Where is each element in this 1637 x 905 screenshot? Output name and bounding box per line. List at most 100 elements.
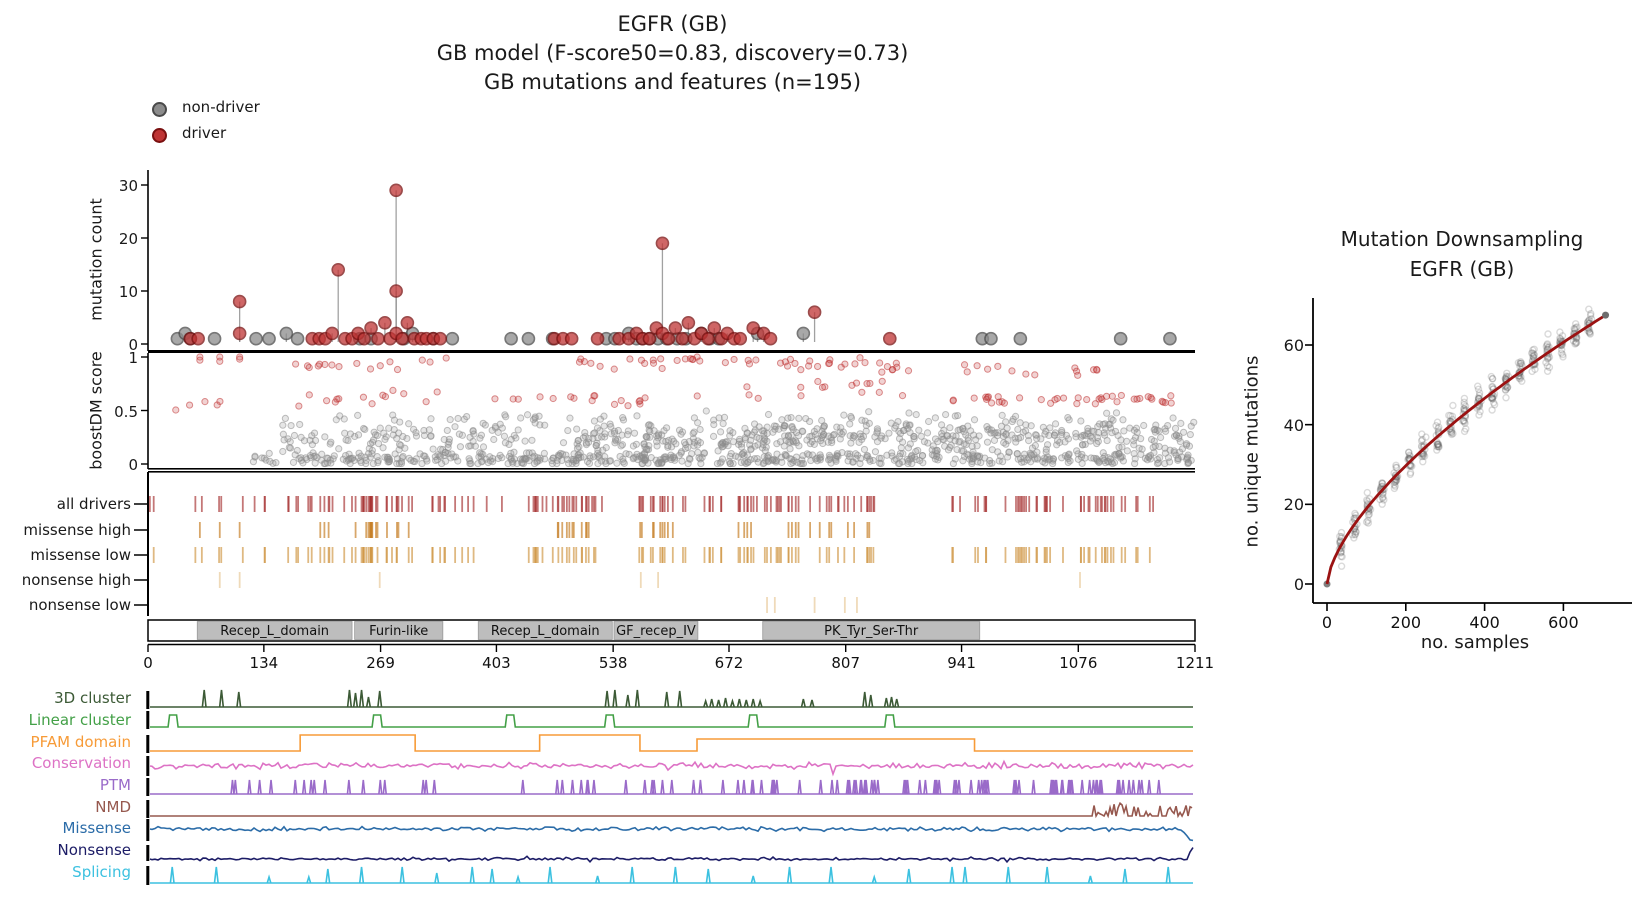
ds-sample-dot <box>1433 440 1442 448</box>
boostdm-point-nondriver <box>1017 433 1025 442</box>
track-spike <box>570 779 575 795</box>
ds-sample-dot <box>1556 340 1565 348</box>
boostdm-point-nondriver <box>321 433 329 441</box>
boostdm-point-driver <box>856 354 864 362</box>
boostdm-point-nondriver <box>297 433 305 441</box>
boostdm-point-nondriver <box>895 459 904 468</box>
needle-dot-driver <box>590 331 605 346</box>
boostdm-point-driver <box>617 396 625 405</box>
ds-sample-dot <box>1530 345 1538 353</box>
boostdm-panel <box>141 353 1198 473</box>
boostdm-point-nondriver <box>1014 425 1022 434</box>
boostdm-point-nondriver <box>456 443 465 451</box>
x-tick-label: 134 <box>250 654 279 672</box>
boostdm-point-nondriver <box>517 414 525 422</box>
boostdm-point-nondriver <box>602 444 610 452</box>
boostdm-point-driver <box>987 399 996 407</box>
track-label-missense: Missense <box>62 819 131 837</box>
ds-sample-dot <box>1446 427 1455 436</box>
boostdm-point-driver <box>730 355 738 364</box>
boostdm-point-nondriver <box>1027 422 1035 430</box>
ds-sample-dot <box>1366 505 1375 514</box>
track-spike <box>705 868 711 884</box>
ds-sample-dot <box>1460 417 1468 425</box>
ds-sample-dot <box>1516 375 1524 383</box>
boostdm-point-nondriver <box>968 442 976 450</box>
boostdm-point-nondriver <box>249 458 258 466</box>
boostdm-point-driver <box>1073 400 1081 408</box>
boostdm-point-nondriver <box>828 436 836 444</box>
boostdm-point-nondriver <box>1112 409 1121 417</box>
track-spike <box>903 779 909 795</box>
boostdm-point-nondriver <box>488 426 496 434</box>
ds-ytick-0: 0 <box>1293 575 1304 594</box>
ds-sample-dot <box>1460 398 1468 406</box>
track-spike <box>612 689 618 708</box>
boostdm-point-nondriver <box>454 414 462 423</box>
track-label-linear-cluster: Linear cluster <box>28 711 131 729</box>
ds-sample-dot <box>1557 346 1566 354</box>
boostdm-point-nondriver <box>528 436 536 444</box>
track-spike <box>1016 779 1022 795</box>
boostdm-point-nondriver <box>933 446 941 455</box>
ds-sample-dot <box>1587 315 1596 323</box>
boostdm-point-nondriver <box>617 442 625 450</box>
boostdm-point-driver <box>797 383 805 391</box>
boostdm-point-driver <box>783 362 792 370</box>
boostdm-point-nondriver <box>389 431 397 439</box>
boostdm-point-nondriver <box>1031 455 1039 463</box>
ds-sample-dot <box>1433 438 1441 446</box>
boostdm-point-nondriver <box>795 414 803 422</box>
ds-sample-dot <box>1572 334 1581 343</box>
boostdm-point-nondriver <box>600 422 608 430</box>
boostdm-point-nondriver <box>1164 454 1173 462</box>
needle-dot-driver <box>331 262 346 277</box>
ds-sample-dot <box>1585 317 1593 325</box>
ds-sample-dot <box>1571 325 1579 333</box>
boostdm-point-driver <box>536 393 544 401</box>
downsampling-title-line1: Mutation Downsampling <box>1340 227 1584 251</box>
track-spike <box>1146 779 1152 795</box>
boostdm-point-nondriver <box>564 426 572 435</box>
ds-sample-dot <box>1406 468 1415 477</box>
boostdm-point-nondriver <box>347 455 355 463</box>
domain-label: Furin-like <box>369 624 428 639</box>
track-spike <box>1079 779 1085 795</box>
feature-tracks <box>146 689 1194 885</box>
track-spike <box>268 779 274 795</box>
boostdm-point-driver <box>1059 394 1068 402</box>
ds-sample-dot <box>1475 391 1484 400</box>
boostdm-point-nondriver <box>463 412 471 421</box>
ds-sample-dot <box>1380 496 1388 504</box>
needle-dot-driver <box>642 331 657 346</box>
ds-sample-dot <box>1392 477 1401 485</box>
boostdm-point-nondriver <box>987 429 995 437</box>
ds-sample-dot <box>1572 339 1580 347</box>
ds-sample-dot <box>1528 349 1537 357</box>
ds-sample-dot <box>1348 531 1357 539</box>
boostdm-point-nondriver <box>390 425 398 434</box>
boostdm-point-nondriver <box>678 428 687 436</box>
boostdm-point-driver <box>883 362 891 371</box>
boostdm-point-driver <box>185 401 194 409</box>
ds-sample-dot <box>1447 429 1456 437</box>
track-spike <box>1120 779 1126 795</box>
boostdm-point-driver <box>984 393 993 401</box>
boostdm-point-nondriver <box>696 455 704 463</box>
boostdm-point-nondriver <box>341 429 349 437</box>
boostdm-point-nondriver <box>775 425 783 433</box>
needle-dot-driver <box>661 331 676 346</box>
boostdm-point-nondriver <box>442 457 450 465</box>
track-spike <box>547 866 553 884</box>
ds-sample-dot <box>1475 411 1483 419</box>
boostdm-point-nondriver <box>585 434 593 443</box>
boostdm-point-nondriver <box>474 459 482 468</box>
boostdm-point-nondriver <box>1042 445 1050 453</box>
ds-sample-dot <box>1448 412 1457 420</box>
boostdm-point-nondriver <box>778 416 786 424</box>
boostdm-point-driver <box>995 398 1003 406</box>
boostdm-point-nondriver <box>785 438 793 446</box>
boostdm-point-nondriver <box>940 426 948 434</box>
ds-sample-dot <box>1404 448 1413 456</box>
track-spike <box>236 691 242 708</box>
